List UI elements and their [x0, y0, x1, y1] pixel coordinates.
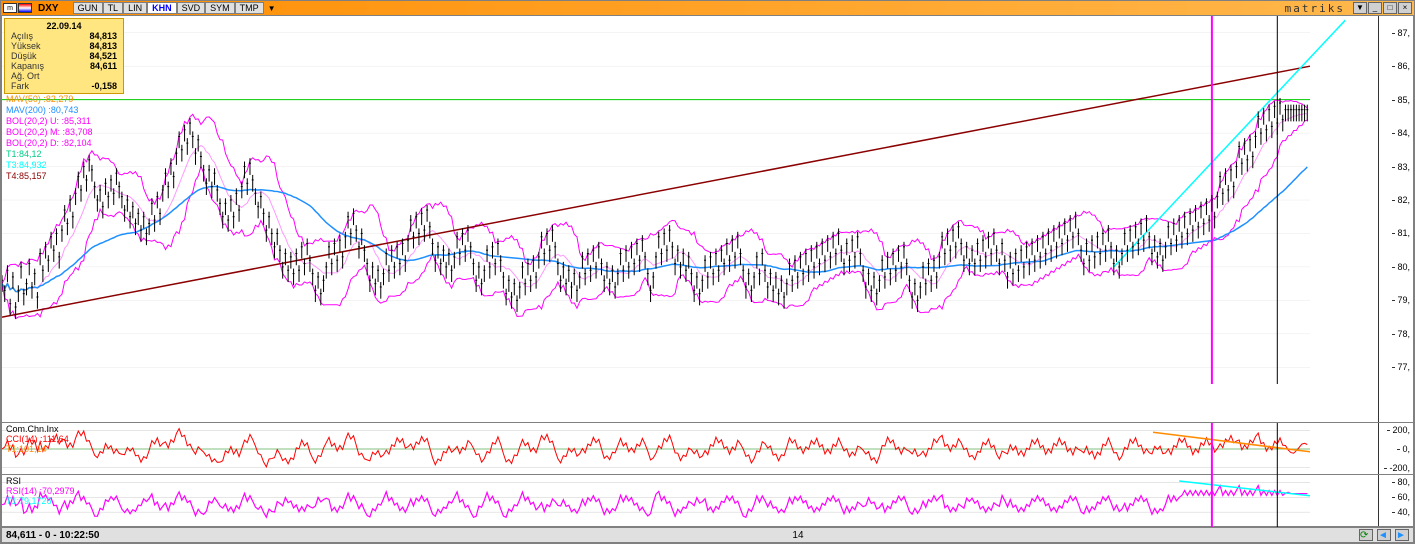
ohlc-value: 84,521 [89, 51, 117, 61]
cci-sublabel: CCI(14) :111,64 [6, 434, 69, 444]
cci-title: Com.Chn.Inx [6, 424, 59, 434]
y-tick-label: 83, [1397, 162, 1410, 172]
titlebar: m DXY GUNTLLINKHNSVDSYMTMP ▼ matriks ▼ _… [1, 1, 1414, 15]
x-axis-label: 14 [792, 530, 803, 541]
scroll-right-button[interactable]: ► [1395, 529, 1409, 541]
scroll-left-button[interactable]: ◄ [1377, 529, 1391, 541]
y-tick-label: 82, [1397, 195, 1410, 205]
rsi-legend: RSIRSI(14) :70,2979T1:79,1726 [6, 476, 75, 506]
statusbar: 84,611 - 0 - 10:22:50 14 ⟳ ◄ ► [1, 527, 1414, 543]
y-tick-label: 87, [1397, 28, 1410, 38]
y-tick-label: 79, [1397, 295, 1410, 305]
close-button[interactable]: × [1398, 2, 1412, 14]
ohlc-info-box: 22.09.14 Açılış 84,813 Yüksek 84,813 Düşük 84… [4, 18, 124, 94]
tab-lin[interactable]: LIN [123, 2, 147, 14]
indicator-label: T1:84,12 [6, 149, 93, 160]
y-tick-label: 40, [1397, 507, 1410, 517]
ohlc-label: Fark [11, 81, 29, 91]
indicator-label: BOL(20,2) U: :85,311 [6, 116, 93, 127]
cci-legend: Com.Chn.InxCCI(14) :111,64T1:101,14 [6, 424, 69, 454]
flag-icon: m [3, 3, 17, 13]
y-tick-label: 0, [1402, 444, 1410, 454]
rsi-y-axis: 40, 60, 80, [1378, 475, 1413, 526]
cci-sublabel: T1:101,14 [6, 444, 47, 454]
titlebar-flags: m [3, 3, 32, 13]
tab-svd[interactable]: SVD [177, 2, 206, 14]
cci-canvas [2, 423, 1345, 475]
tab-gun[interactable]: GUN [73, 2, 103, 14]
symbol-name: DXY [38, 3, 59, 14]
ohlc-date: 22.09.14 [11, 21, 117, 31]
ohlc-label: Ağ. Ort [11, 71, 40, 81]
ohlc-label: Düşük [11, 51, 37, 61]
indicator-label: MAV(50) :82,279 [6, 94, 93, 105]
tab-tl[interactable]: TL [103, 2, 124, 14]
brand-logo: matriks [1285, 2, 1345, 15]
cci-chart[interactable]: Com.Chn.InxCCI(14) :111,64T1:101,14 -200… [1, 423, 1414, 475]
ohlc-label: Kapanış [11, 61, 44, 71]
rsi-sublabel: T1:79,1726 [6, 496, 52, 506]
y-tick-label: 60, [1397, 492, 1410, 502]
y-tick-label: -200, [1389, 463, 1410, 473]
ohlc-value: 84,813 [89, 31, 117, 41]
cci-y-axis: -200, 0, 200, [1378, 423, 1413, 474]
indicators-legend: MAV(50) :82,279MAV(200) :80,743BOL(20,2)… [6, 94, 93, 182]
y-tick-label: 80, [1397, 477, 1410, 487]
y-tick-label: 77, [1397, 362, 1410, 372]
rsi-sublabel: RSI(14) :70,2979 [6, 486, 75, 496]
indicator-label: MAV(200) :80,743 [6, 105, 93, 116]
y-axis: 77, 78, 79, 80, 81, 82, 83, 84, 85, 86, 87, [1378, 16, 1413, 422]
ohlc-value: -0,158 [91, 81, 117, 91]
ohlc-label: Yüksek [11, 41, 41, 51]
tab-khn[interactable]: KHN [147, 2, 177, 14]
tab-sym[interactable]: SYM [205, 2, 235, 14]
indicator-label: BOL(20,2) M: :83,708 [6, 127, 93, 138]
y-tick-label: 200, [1392, 425, 1410, 435]
chart-window: m DXY GUNTLLINKHNSVDSYMTMP ▼ matriks ▼ _… [0, 0, 1415, 544]
chart-canvas [2, 16, 1345, 384]
flag-icon [18, 3, 32, 13]
period-tabs: GUNTLLINKHNSVDSYMTMP [73, 2, 264, 14]
y-tick-label: 80, [1397, 262, 1410, 272]
status-text: 84,611 - 0 - 10:22:50 [6, 530, 99, 541]
ohlc-value: 84,611 [90, 61, 117, 71]
main-price-chart[interactable]: 22.09.14 Açılış 84,813 Yüksek 84,813 Düşük 84… [1, 15, 1414, 423]
rsi-canvas [2, 475, 1345, 527]
dropdown-icon[interactable]: ▼ [268, 4, 276, 13]
indicator-label: BOL(20,2) D: :82,104 [6, 138, 93, 149]
ohlc-value: 84,813 [89, 41, 117, 51]
refresh-button[interactable]: ⟳ [1359, 529, 1373, 541]
tab-tmp[interactable]: TMP [235, 2, 264, 14]
minimize-button[interactable]: _ [1368, 2, 1382, 14]
rsi-chart[interactable]: RSIRSI(14) :70,2979T1:79,1726 40, 60, 80, [1, 475, 1414, 527]
indicator-label: T3:84,932 [6, 160, 93, 171]
indicator-label: T4:85,157 [6, 171, 93, 182]
y-tick-label: 86, [1397, 61, 1410, 71]
dropdown-button[interactable]: ▼ [1353, 2, 1367, 14]
ohlc-label: Açılış [11, 31, 33, 41]
y-tick-label: 84, [1397, 128, 1410, 138]
y-tick-label: 78, [1397, 329, 1410, 339]
y-tick-label: 81, [1397, 228, 1410, 238]
y-tick-label: 85, [1397, 95, 1410, 105]
rsi-title: RSI [6, 476, 21, 486]
maximize-button[interactable]: □ [1383, 2, 1397, 14]
